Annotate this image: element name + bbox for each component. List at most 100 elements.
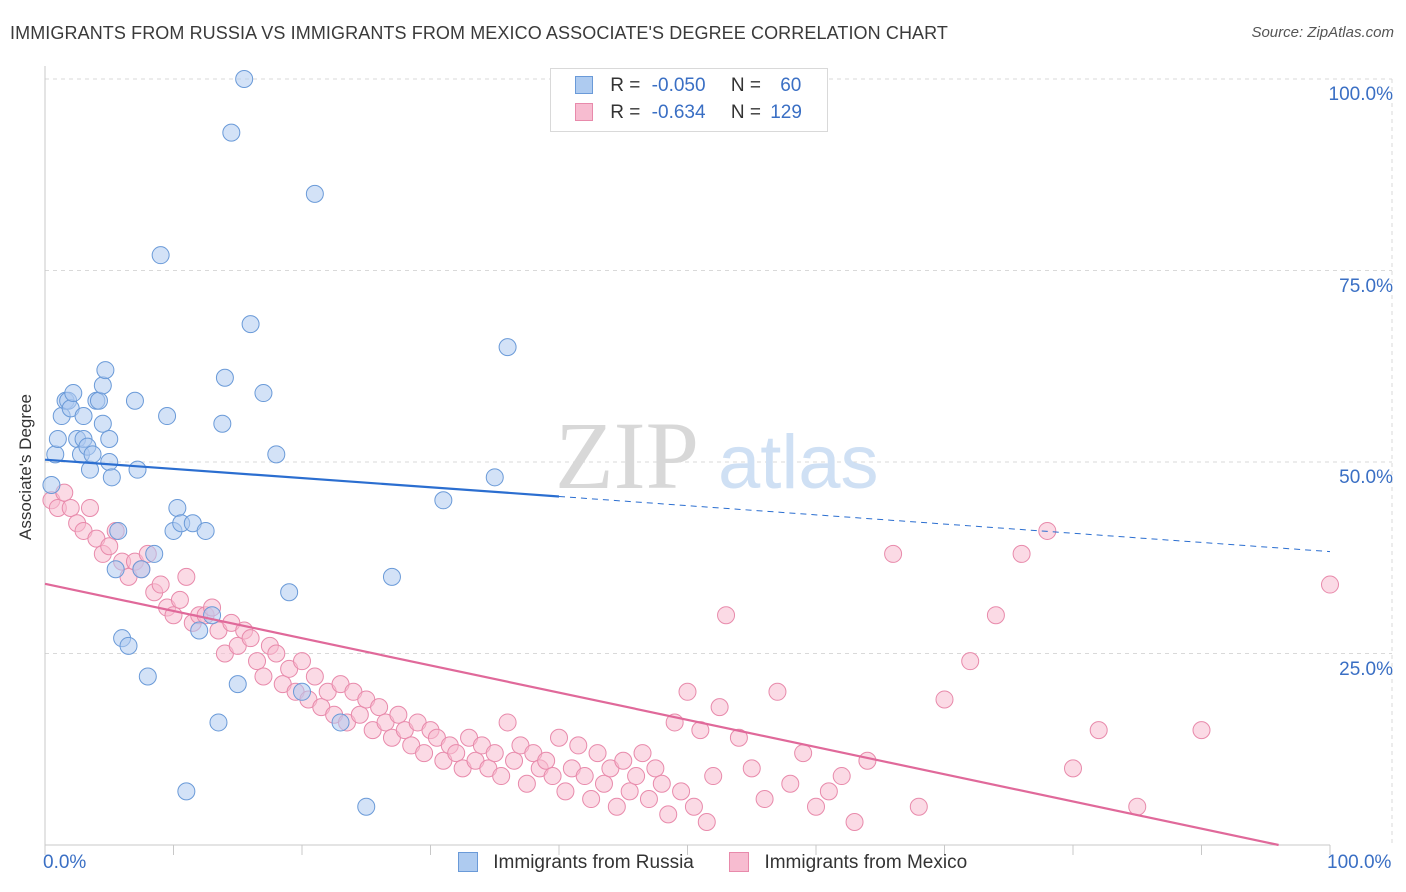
mexico-point <box>1012 544 1031 563</box>
mexico-point <box>684 797 703 816</box>
mexico-point <box>350 705 369 724</box>
russia-point <box>89 391 108 410</box>
mexico-point <box>858 751 877 770</box>
mexico-point <box>588 744 607 763</box>
russia-point <box>209 713 228 732</box>
mexico-point <box>633 744 652 763</box>
russia-point <box>42 475 61 494</box>
mexico-point <box>672 782 691 801</box>
mexico-point <box>505 751 524 770</box>
mexico-point <box>177 567 196 586</box>
x-tick-label-min: 0.0% <box>43 852 87 873</box>
mexico-point <box>537 751 556 770</box>
mexico-point <box>781 774 800 793</box>
mexico-point <box>819 782 838 801</box>
russia-point <box>128 460 147 479</box>
mexico-point <box>710 698 729 717</box>
russia-swatch <box>575 76 593 94</box>
mexico-r-value: -0.634 <box>651 102 706 123</box>
mexico-point <box>768 682 787 701</box>
legend-item-russia[interactable]: Immigrants from Russia <box>458 852 694 874</box>
russia-n-label: N = <box>730 75 761 96</box>
mexico-point <box>550 728 568 747</box>
russia-point <box>151 246 170 265</box>
source-label: Source: ZipAtlas.com <box>1251 24 1394 41</box>
mexico-point <box>556 782 575 801</box>
mexico-point <box>485 744 504 763</box>
mexico-point <box>1192 721 1211 740</box>
russia-n-value: 60 <box>780 75 802 96</box>
russia-point <box>222 123 241 142</box>
russia-point <box>254 384 273 403</box>
russia-point <box>102 468 121 487</box>
russia-point <box>485 468 504 487</box>
mexico-point <box>986 606 1005 625</box>
mexico-point <box>254 667 273 686</box>
mexico-point <box>293 652 311 671</box>
russia-point <box>96 361 115 380</box>
x-tick-label-max: 100.0% <box>1327 852 1392 873</box>
mexico-point <box>415 744 434 763</box>
russia-r-value: -0.050 <box>651 75 706 96</box>
mexico-r-label: R = <box>610 102 641 123</box>
mexico-point <box>80 498 99 517</box>
russia-trend-extension <box>558 495 1331 553</box>
russia-point <box>93 376 112 395</box>
russia-point <box>119 636 138 655</box>
mexico-legend-label: Immigrants from Mexico <box>764 852 968 873</box>
mexico-point <box>1089 721 1108 740</box>
russia-point <box>177 782 196 801</box>
russia-point <box>331 713 350 732</box>
mexico-point <box>582 790 601 809</box>
mexico-point <box>652 774 671 793</box>
correlation-legend: R = -0.050 N = 60 R = -0.634 N = 129 <box>550 68 828 132</box>
mexico-point <box>1321 575 1339 594</box>
legend-item-mexico[interactable]: Immigrants from Mexico <box>729 852 967 874</box>
mexico-point <box>627 767 646 786</box>
trend-lines <box>44 458 1331 847</box>
mexico-point <box>1064 759 1082 778</box>
russia-point <box>196 521 215 540</box>
mexico-point <box>935 690 954 709</box>
russia-trend-line <box>44 458 560 498</box>
mexico-point <box>170 590 189 609</box>
mexico-point <box>389 705 408 724</box>
legend-row-mexico: R = -0.634 N = 129 <box>575 102 802 126</box>
mexico-series <box>42 483 1339 832</box>
russia-point <box>498 338 517 357</box>
mexico-n-label: N = <box>730 102 761 123</box>
russia-point <box>125 391 144 410</box>
russia-point <box>267 445 286 464</box>
mexico-point <box>697 813 716 832</box>
russia-point <box>357 797 376 816</box>
mexico-point <box>909 797 928 816</box>
russia-legend-swatch <box>458 852 478 872</box>
watermark: ZIP atlas <box>555 402 879 509</box>
mexico-point <box>267 644 286 663</box>
mexico-point <box>659 805 678 824</box>
russia-point <box>158 407 177 426</box>
russia-point <box>138 667 157 686</box>
chart-title: IMMIGRANTS FROM RUSSIA VS IMMIGRANTS FRO… <box>10 23 949 43</box>
mexico-point <box>755 790 774 809</box>
watermark-zip: ZIP <box>555 402 699 509</box>
mexico-point <box>614 751 633 770</box>
russia-point <box>83 445 102 464</box>
mexico-point <box>884 544 903 563</box>
russia-point <box>434 491 453 510</box>
mexico-n-value: 129 <box>770 102 802 123</box>
mexico-point <box>607 797 626 816</box>
russia-legend-label: Immigrants from Russia <box>493 852 694 873</box>
russia-point <box>215 368 234 387</box>
mexico-point <box>704 767 723 786</box>
mexico-point <box>646 759 665 778</box>
mexico-swatch <box>575 103 593 121</box>
mexico-point <box>729 728 748 747</box>
russia-r-label: R = <box>610 75 641 96</box>
mexico-point <box>575 767 594 786</box>
mexico-point <box>1128 797 1147 816</box>
mexico-legend-swatch <box>729 852 750 872</box>
russia-point <box>293 682 311 701</box>
mexico-point <box>961 652 980 671</box>
